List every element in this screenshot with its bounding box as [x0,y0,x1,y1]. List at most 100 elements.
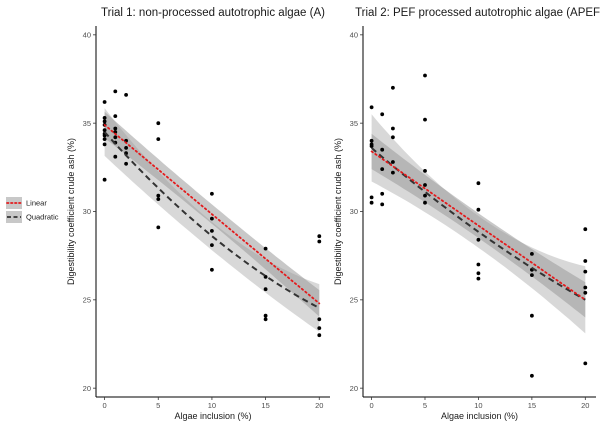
data-point [583,227,588,232]
data-point [369,195,374,200]
data-point [102,128,107,133]
y-tick-label: 20 [350,384,358,393]
legend: Linear Quadratic [6,197,59,223]
y-tick-label: 20 [83,384,91,393]
data-point [102,116,107,120]
legend-label-quadratic: Quadratic [26,213,59,222]
x-tick-label: 15 [528,401,536,410]
y-tick-label: 25 [350,296,358,305]
data-point [391,170,395,175]
data-point [210,191,214,196]
data-point [156,197,161,202]
data-point [113,154,118,159]
data-point [369,200,374,205]
x-tick-label: 10 [208,401,216,410]
data-point [423,193,427,198]
x-tick-label: 0 [103,401,107,410]
data-point [113,114,118,118]
data-point [583,259,588,263]
data-point [102,119,107,124]
data-point [476,271,481,276]
data-point [263,246,268,251]
data-point [530,252,534,256]
data-point [380,112,385,117]
linear-fit-line [370,150,587,301]
data-point [113,89,118,94]
data-point [263,313,268,318]
legend-label-linear: Linear [26,199,47,208]
data-point [391,160,395,164]
data-point [583,361,588,366]
panel-1: Trial 1: non-processed autotrophic algae… [66,7,330,421]
x-tick-label: 10 [474,401,482,410]
data-point [102,100,107,104]
x-tick-label: 5 [156,401,160,410]
data-point [317,239,322,244]
data-point [263,287,268,292]
data-point [124,93,128,97]
data-point [380,191,385,196]
data-point [369,138,374,143]
data-point [476,237,481,242]
y-axis-title: Digestibility coefficient crude ash (%) [333,138,343,285]
data-point [102,177,107,182]
data-point [380,202,385,207]
data-point [113,126,118,131]
data-point [423,169,427,173]
y-tick-label: 30 [350,207,358,216]
data-point [317,333,322,338]
data-point [476,207,481,212]
y-tick-label: 35 [83,119,91,128]
data-point [124,161,128,166]
legend-key-background [6,197,22,209]
x-axis-title: Algae inclusion (%) [441,411,518,421]
data-point [369,144,374,149]
panel-title: Trial 1: non-processed autotrophic algae… [101,7,325,19]
data-point [124,146,128,150]
data-point [263,317,268,322]
data-point [210,216,214,221]
data-point [476,276,481,281]
data-point [102,137,107,142]
data-point [102,142,107,147]
panel-title: Trial 2: PEF processed autotrophic algae… [355,7,600,19]
data-point [530,373,534,378]
data-point [530,313,534,318]
data-point [583,285,588,290]
data-point [380,167,385,172]
data-point [423,183,427,187]
y-tick-label: 40 [83,31,91,40]
data-point [317,317,322,322]
y-tick-label: 30 [83,207,91,216]
data-point [156,193,161,198]
x-axis-title: Algae inclusion (%) [174,411,251,421]
linear-fit-line [103,124,321,305]
data-point [380,147,385,152]
x-tick-label: 0 [369,401,373,410]
data-point [583,290,588,295]
x-tick-label: 5 [423,401,427,410]
data-point [423,73,427,78]
data-point [583,269,588,274]
data-point [391,135,395,140]
data-point [156,225,161,230]
data-point [391,85,395,90]
data-point [210,229,214,233]
panel-2: Trial 2: PEF processed autotrophic algae… [333,7,600,421]
data-point [476,181,481,186]
x-tick-label: 15 [261,401,269,410]
data-point [210,243,214,248]
data-point [210,267,214,272]
data-point [113,135,118,140]
y-axis-title: Digestibility coefficient crude ash (%) [66,138,76,285]
data-point [423,200,427,205]
data-point [391,126,395,131]
data-point [317,326,322,330]
data-point [369,105,374,110]
quadratic-fit-line [370,147,586,301]
data-point [317,234,322,239]
y-tick-label: 35 [350,119,358,128]
y-tick-label: 25 [83,296,91,305]
